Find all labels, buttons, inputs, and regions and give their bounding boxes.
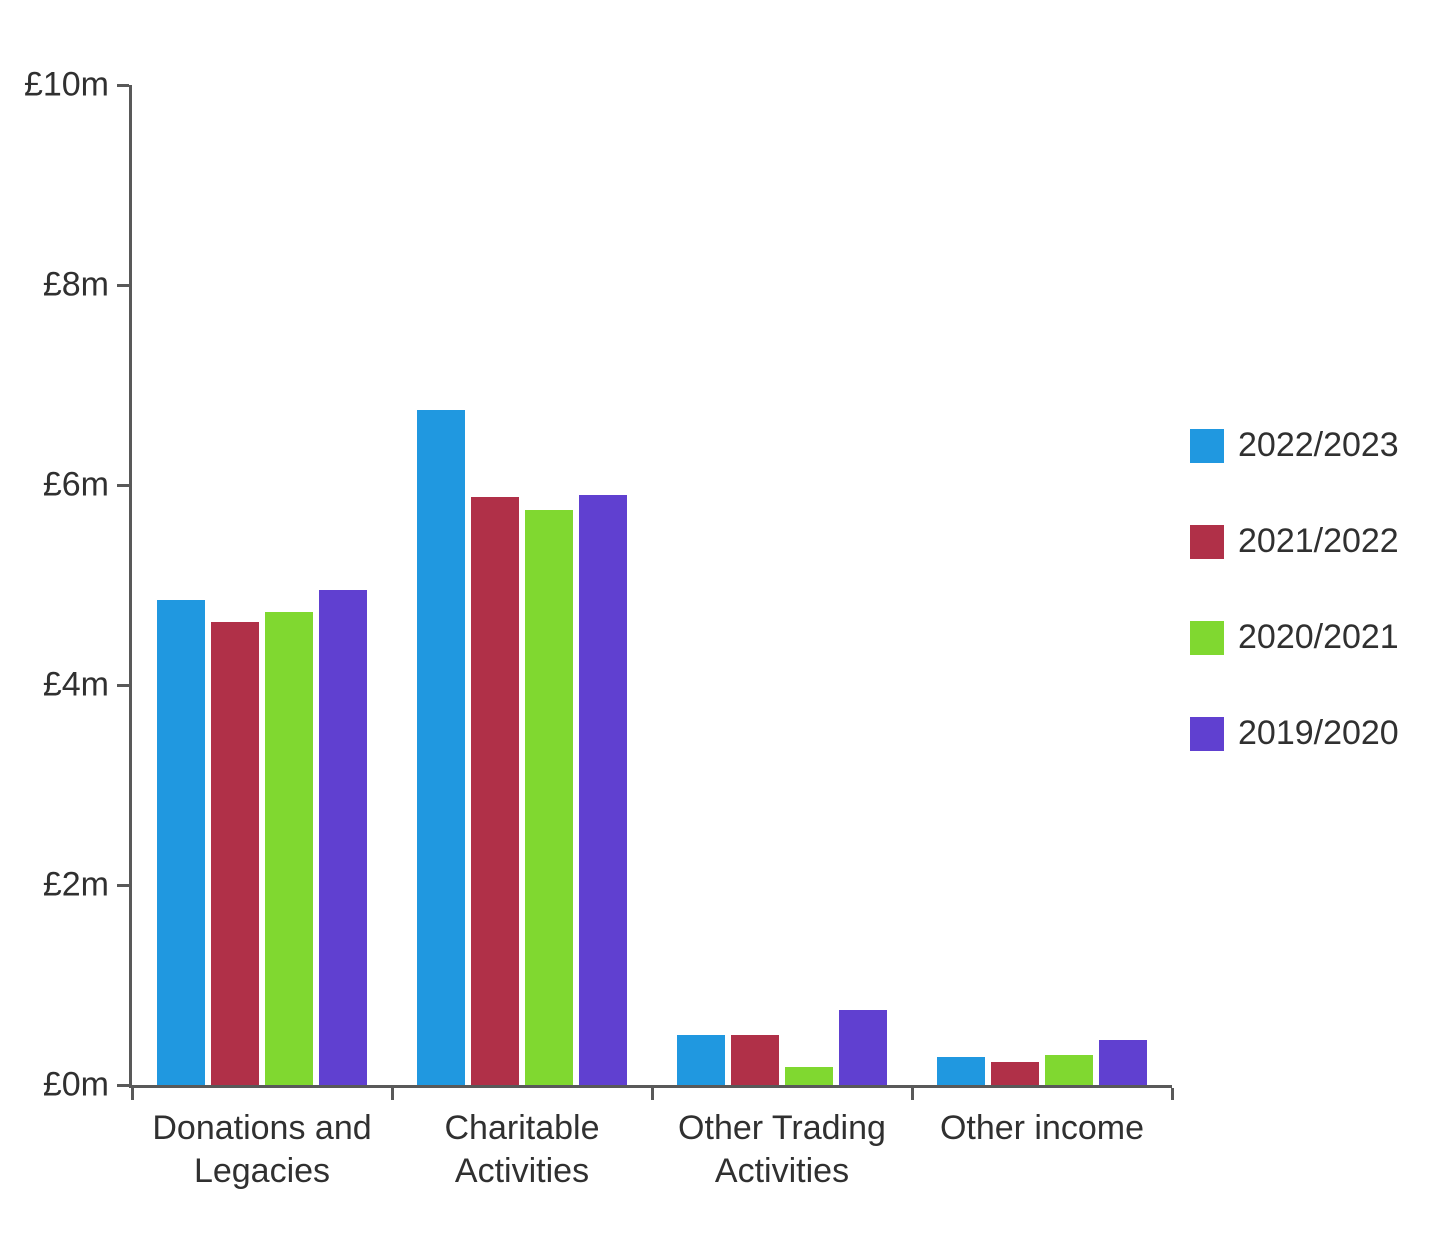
y-tick-label: £8m — [43, 266, 109, 305]
legend-item: 2021/2022 — [1190, 522, 1399, 561]
y-tick — [117, 84, 129, 87]
bar — [211, 622, 259, 1085]
y-tick-label: £6m — [43, 466, 109, 505]
x-tick-label: Other Trading Activities — [654, 1107, 910, 1192]
legend-swatch — [1190, 717, 1224, 751]
x-tick-label: Charitable Activities — [394, 1107, 650, 1192]
y-tick — [117, 684, 129, 687]
x-tick-label: Donations and Legacies — [134, 1107, 390, 1192]
legend-label: 2022/2023 — [1238, 426, 1399, 465]
y-tick-label: £10m — [24, 66, 109, 105]
legend-label: 2019/2020 — [1238, 714, 1399, 753]
x-tick — [911, 1088, 914, 1100]
y-tick-label: £2m — [43, 866, 109, 905]
x-tick — [131, 1088, 134, 1100]
bar — [937, 1057, 985, 1085]
y-tick — [117, 1084, 129, 1087]
legend-swatch — [1190, 429, 1224, 463]
bar — [1099, 1040, 1147, 1085]
bar — [785, 1067, 833, 1085]
y-axis-line — [129, 85, 132, 1085]
x-tick — [1171, 1088, 1174, 1100]
legend-swatch — [1190, 525, 1224, 559]
bar — [579, 495, 627, 1085]
y-tick — [117, 284, 129, 287]
y-tick — [117, 884, 129, 887]
legend-item: 2020/2021 — [1190, 618, 1399, 657]
bar — [839, 1010, 887, 1085]
bar — [677, 1035, 725, 1085]
bar — [525, 510, 573, 1085]
y-tick-label: £4m — [43, 666, 109, 705]
bar — [471, 497, 519, 1085]
bar — [1045, 1055, 1093, 1085]
bar — [265, 612, 313, 1085]
bar — [417, 410, 465, 1085]
legend-item: 2022/2023 — [1190, 426, 1399, 465]
x-tick-label: Other income — [914, 1107, 1170, 1150]
y-tick — [117, 484, 129, 487]
legend-label: 2021/2022 — [1238, 522, 1399, 561]
x-tick — [651, 1088, 654, 1100]
legend-item: 2019/2020 — [1190, 714, 1399, 753]
bar — [157, 600, 205, 1085]
bar — [731, 1035, 779, 1085]
legend-swatch — [1190, 621, 1224, 655]
income-bar-chart: £0m £2m £4m £6m £8m £10m Donations and Legacie… — [0, 0, 1454, 1244]
bar — [319, 590, 367, 1085]
x-tick — [391, 1088, 394, 1100]
y-tick-label: £0m — [43, 1066, 109, 1105]
bar — [991, 1062, 1039, 1085]
legend-label: 2020/2021 — [1238, 618, 1399, 657]
